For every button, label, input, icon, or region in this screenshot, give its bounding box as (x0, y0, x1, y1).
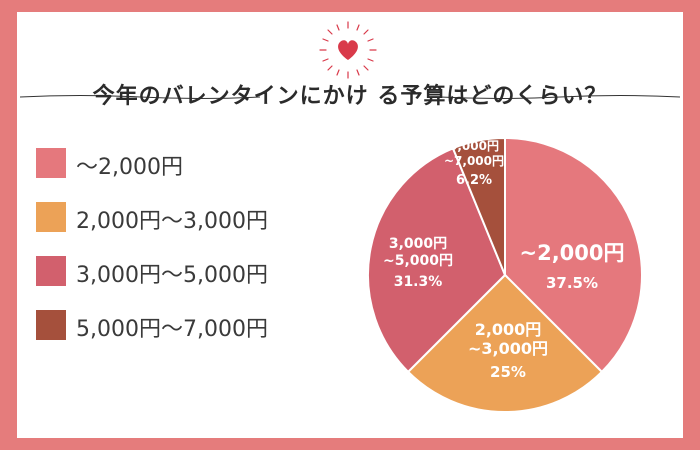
legend-label: 3,000円～5,000円 (76, 263, 268, 288)
legend-swatch (36, 148, 66, 178)
slice-label: ~5,000円 (383, 253, 453, 269)
slice-percent: 6.2% (456, 173, 492, 188)
slice-percent: 25% (490, 363, 526, 381)
slice-label: ~3,000円 (468, 339, 548, 358)
slice-label: 3,000円 (389, 236, 447, 252)
heart-decoration (318, 20, 378, 80)
slice-label: ~7,000円 (444, 154, 504, 168)
pie-slice (451, 136, 506, 276)
legend-label: ～2,000円 (76, 155, 183, 180)
slice-percent: 37.5% (546, 274, 598, 292)
legend-swatch (36, 202, 66, 232)
legend-label: 5,000円～7,000円 (76, 317, 268, 342)
pie-slice (504, 136, 643, 374)
title-underline (20, 95, 680, 99)
pie-chart: ~2,000円 37.5% 2,000円~3,000円 25% 3,000円~5,000… (367, 136, 643, 413)
legend-swatch (36, 310, 66, 340)
legend-swatch (36, 256, 66, 286)
pie-slice (406, 273, 604, 413)
chart-title: 今年のバレンタインにかけ る予算はどのくらい？ (92, 84, 608, 109)
pie-slice (367, 146, 507, 374)
legend-label: 2,000円～3,000円 (76, 209, 268, 234)
slice-percent: 31.3% (394, 274, 443, 290)
slice-label: 5,000円 (449, 139, 499, 153)
slice-label: 2,000円 (475, 320, 542, 339)
heart-icon (319, 21, 377, 79)
slice-label: ~2,000円 (519, 241, 624, 265)
